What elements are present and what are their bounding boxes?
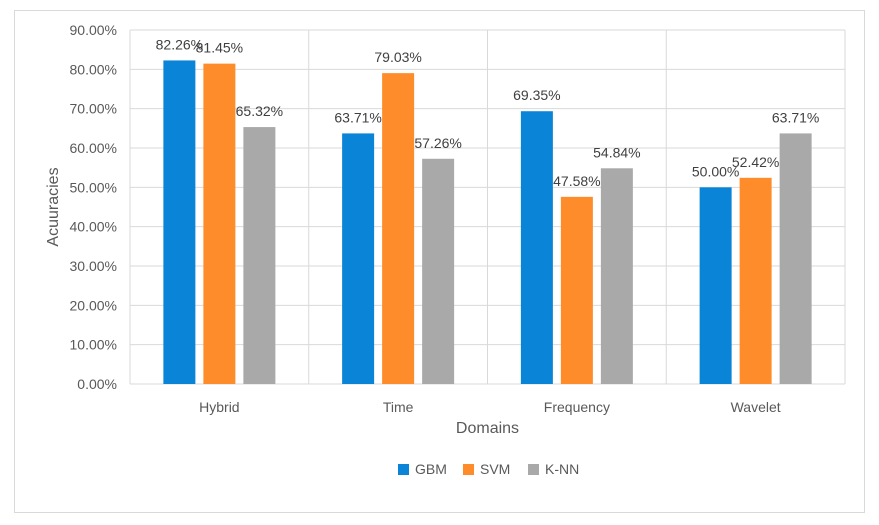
data-label: 50.00% [692, 163, 739, 179]
y-tick-label: 0.00% [77, 376, 117, 392]
data-label: 57.26% [414, 135, 461, 151]
bar-svm [739, 177, 772, 384]
legend-label: K-NN [545, 461, 579, 477]
data-label: 54.84% [593, 144, 640, 160]
y-tick-label: 70.00% [70, 101, 117, 117]
bar-gbm [520, 111, 553, 385]
x-tick-label: Time [383, 399, 414, 415]
legend-swatch-k-nn [528, 464, 539, 475]
y-tick-label: 40.00% [70, 219, 117, 235]
y-axis-title: Acuuracies [45, 167, 62, 246]
bar-gbm [342, 133, 375, 384]
legend-label: GBM [415, 461, 447, 477]
data-label: 47.58% [553, 173, 600, 189]
x-tick-label: Hybrid [199, 399, 239, 415]
bar-svm [382, 73, 415, 384]
bar-svm [560, 196, 593, 384]
data-label: 81.45% [196, 40, 243, 56]
y-tick-label: 50.00% [70, 179, 117, 195]
bar-svm [203, 63, 236, 384]
data-label: 52.42% [732, 154, 779, 170]
bar-k-nn [600, 168, 633, 384]
data-label: 63.71% [334, 109, 381, 125]
bar-k-nn [779, 133, 812, 384]
bar-k-nn [422, 158, 455, 384]
y-tick-label: 80.00% [70, 61, 117, 77]
legend-label: SVM [480, 461, 510, 477]
legend-swatch-svm [463, 464, 474, 475]
data-label: 79.03% [374, 49, 421, 65]
data-label: 69.35% [513, 87, 560, 103]
bar-k-nn [243, 127, 276, 384]
x-tick-label: Wavelet [731, 399, 781, 415]
x-axis-title: Domains [456, 420, 519, 437]
y-tick-label: 20.00% [70, 297, 117, 313]
data-label: 65.32% [236, 103, 283, 119]
bar-gbm [699, 187, 732, 384]
y-tick-label: 60.00% [70, 140, 117, 156]
y-tick-label: 30.00% [70, 258, 117, 274]
data-label: 82.26% [156, 36, 203, 52]
legend-swatch-gbm [398, 464, 409, 475]
y-tick-label: 10.00% [70, 337, 117, 353]
x-tick-label: Frequency [544, 399, 610, 415]
bar-gbm [163, 60, 196, 384]
y-tick-label: 90.00% [70, 22, 117, 38]
data-label: 63.71% [772, 109, 819, 125]
